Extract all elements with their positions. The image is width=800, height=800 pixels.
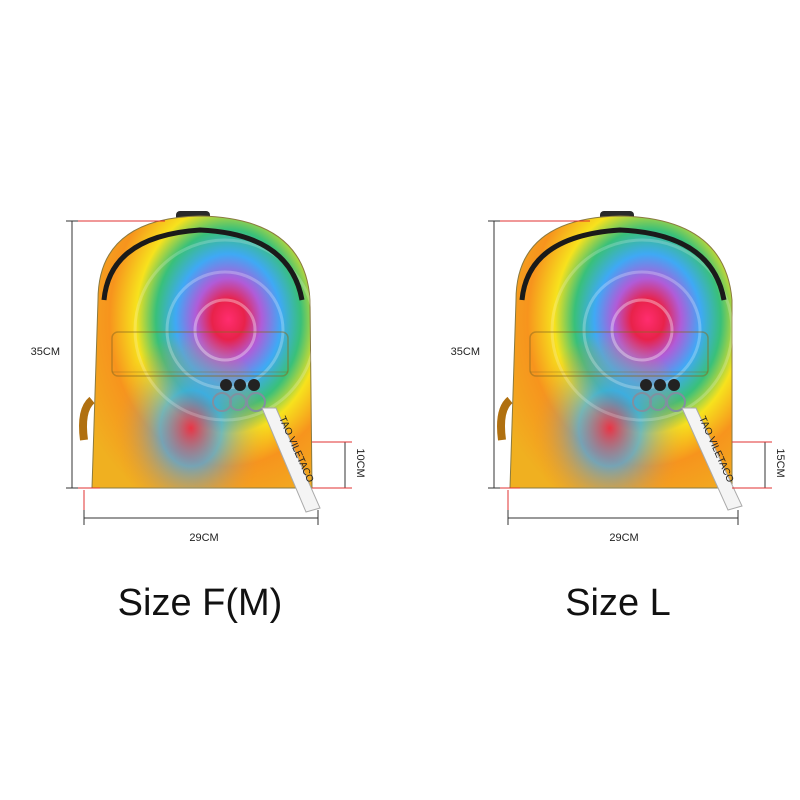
height-label: 35CM [450,346,480,358]
width-label: 29CM [189,532,219,544]
depth-label: 15CM [774,448,786,478]
product-panel-f-m: TAO VILETACO 35CM 29CM 10CM Size F(M) [30,211,366,624]
backpack-image: TAO VILETACO [488,211,772,525]
depth-label: 10CM [354,448,366,478]
size-title: Size L [565,582,671,624]
backpack-image: TAO VILETACO [66,211,352,525]
height-label: 35CM [30,346,60,358]
product-panel-l: TAO VILETACO 35CM 29CM 15CM Size L [420,0,800,800]
width-label: 29CM [609,532,639,544]
size-title: Size F(M) [117,582,283,624]
